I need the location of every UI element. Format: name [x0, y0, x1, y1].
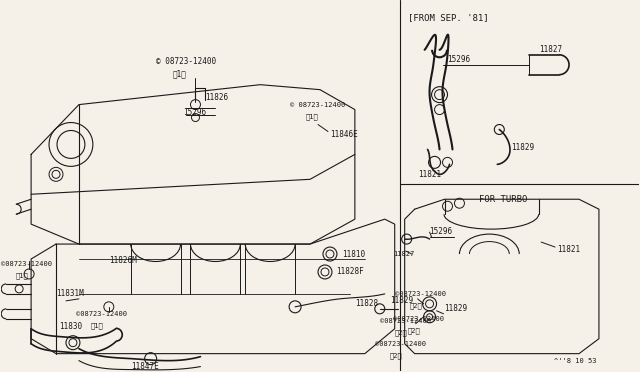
Text: 15296: 15296 [429, 227, 452, 235]
Text: [FROM SEP. '81]: [FROM SEP. '81] [408, 13, 488, 22]
Text: 11829: 11829 [390, 296, 413, 305]
Text: 11828F: 11828F [336, 267, 364, 276]
Text: 11810: 11810 [342, 250, 365, 259]
Text: 11826M: 11826M [109, 257, 136, 266]
Text: ©08723-12400: ©08723-12400 [380, 318, 431, 324]
Text: 11831M: 11831M [56, 289, 84, 298]
Text: 11846E: 11846E [330, 130, 358, 139]
Text: FOR TURBO: FOR TURBO [479, 195, 528, 204]
Text: 15296: 15296 [447, 55, 470, 64]
Text: 11827: 11827 [539, 45, 563, 54]
Text: （1）: （1） [173, 69, 186, 78]
Text: （2）: （2） [410, 302, 422, 309]
Text: © 08723-12400: © 08723-12400 [290, 102, 346, 108]
Text: ©08723-12400: ©08723-12400 [393, 316, 444, 322]
Text: （2）: （2） [395, 330, 408, 336]
Text: 11821: 11821 [557, 244, 580, 254]
Text: （2）: （2） [390, 352, 403, 359]
Text: （1）: （1） [15, 273, 28, 279]
Text: 11830: 11830 [59, 322, 82, 331]
Text: ^''8 10 53: ^''8 10 53 [554, 357, 596, 363]
Text: ©08723-12400: ©08723-12400 [1, 261, 52, 267]
Text: ©08723-12400: ©08723-12400 [375, 341, 426, 347]
Text: ©08723-12400: ©08723-12400 [76, 311, 127, 317]
Text: © 08723-12400: © 08723-12400 [156, 57, 216, 66]
Text: （1）: （1） [91, 323, 104, 329]
Text: （2）: （2） [408, 327, 420, 334]
Text: 11829: 11829 [445, 304, 468, 313]
Text: 11847E: 11847E [131, 362, 159, 371]
Text: 11827: 11827 [393, 251, 414, 257]
Text: 11828: 11828 [355, 299, 378, 308]
Text: ©08723-12400: ©08723-12400 [395, 291, 445, 297]
Text: 15296: 15296 [184, 108, 207, 117]
Text: 11826: 11826 [205, 93, 228, 102]
Text: 11821: 11821 [418, 170, 441, 179]
Text: 11829: 11829 [511, 143, 534, 152]
Text: （1）: （1） [306, 113, 319, 120]
